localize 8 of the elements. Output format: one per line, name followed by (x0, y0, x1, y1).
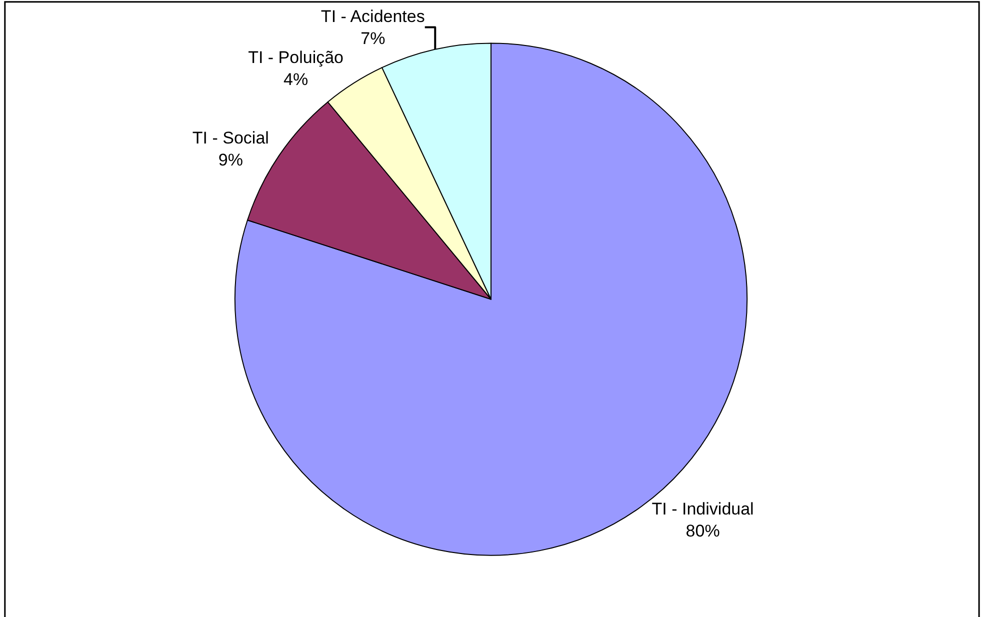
data-label: 80% (686, 521, 720, 540)
slice-label: TI - Individual (652, 499, 754, 518)
slice-label: TI - Social (192, 128, 269, 148)
data-label: 7% (360, 28, 386, 48)
slice-label: TI - Poluição (248, 48, 344, 67)
slice-label: TI - Acidentes (320, 6, 425, 26)
data-label: 4% (284, 70, 308, 89)
data-label: 9% (218, 150, 243, 170)
